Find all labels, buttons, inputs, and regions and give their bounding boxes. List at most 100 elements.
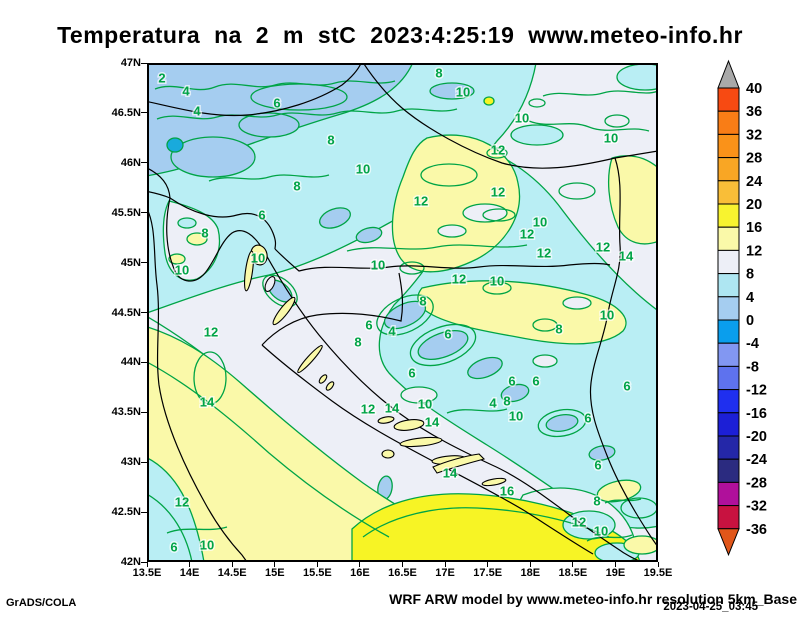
- contour-value-label: 10: [356, 162, 370, 177]
- y-tick: [141, 461, 147, 463]
- run-timestamp: 2023-04-25_03:45: [663, 601, 758, 613]
- contour-value-label: 6: [623, 379, 630, 394]
- y-tick: [141, 212, 147, 214]
- x-tick-label: 15.5E: [302, 567, 332, 579]
- y-tick-label: 45.5N: [111, 206, 141, 219]
- contour-value-label: 8: [555, 322, 562, 337]
- contour-value-label: 8: [327, 133, 334, 148]
- colorbar-cell: [717, 180, 740, 205]
- y-tick: [141, 162, 147, 164]
- colorbar-cell: [717, 481, 740, 507]
- colorbar-cell: [717, 505, 740, 530]
- contour-value-label: 4: [182, 84, 190, 99]
- contour-value-label: 8: [419, 294, 426, 309]
- x-tick: [274, 562, 276, 567]
- page-title: Temperatura na 2 m stC 2023:4:25:19 www.…: [57, 22, 743, 48]
- x-tick: [529, 562, 531, 567]
- contour-value-label: 10: [509, 409, 523, 424]
- adriatic-islands: [244, 244, 507, 487]
- colorbar-tick-label: 8: [746, 267, 754, 283]
- contour-value-label: 14: [385, 401, 400, 416]
- contour-value-label: 6: [258, 208, 265, 223]
- colorbar-top-arrow: [717, 59, 740, 89]
- y-tick: [141, 411, 147, 413]
- model-info-text: WRF ARW model by www.meteo-info.hr resol…: [389, 591, 797, 607]
- colorbar-cell: [717, 203, 740, 228]
- colorbar-tick-label: -12: [746, 383, 767, 399]
- x-tick: [487, 562, 489, 567]
- x-tick-label: 17.5E: [473, 567, 503, 579]
- y-tick: [141, 312, 147, 313]
- x-tick: [189, 562, 191, 567]
- contour-value-label: 12: [596, 240, 610, 255]
- colorbar-tick-label: 24: [746, 174, 762, 190]
- temperature-colorbar: 4036322824201612840-4-8-12-16-20-24-28-3…: [717, 59, 767, 557]
- colorbar-tick-label: 16: [746, 220, 762, 236]
- contour-value-label: 8: [293, 179, 300, 194]
- contour-value-label: 10: [175, 263, 189, 278]
- colorbar-tick-label: -4: [746, 336, 759, 352]
- x-tick: [444, 562, 446, 567]
- colorbar-tick-label: -32: [746, 499, 767, 515]
- map-frame: [147, 63, 658, 562]
- y-tick-label: 44.5N: [111, 306, 141, 319]
- colorbar-tick-label: -8: [746, 359, 759, 375]
- colorbar-tick-label: 12: [746, 243, 762, 259]
- contour-value-label: 12: [520, 227, 534, 242]
- y-tick-label: 43.5N: [111, 406, 141, 419]
- x-tick-label: 17E: [435, 567, 455, 579]
- colorbar-tick-label: 20: [746, 197, 762, 213]
- colorbar-tick-label: 32: [746, 127, 762, 143]
- y-tick-label: 42N: [120, 556, 141, 568]
- contour-value-label: 10: [456, 85, 470, 100]
- colorbar-cell: [717, 157, 740, 182]
- colorbar-cell: [717, 319, 740, 344]
- contour-value-label: 6: [444, 327, 451, 342]
- contour-value-label: 6: [170, 540, 177, 555]
- x-tick-label: 19E: [605, 567, 626, 579]
- colorbar-cell: [717, 435, 740, 460]
- y-tick-label: 46.5N: [111, 106, 141, 119]
- colorbar-cell: [717, 412, 740, 437]
- contour-value-label: 6: [408, 366, 415, 381]
- temperature-shading: [147, 63, 658, 562]
- contour-value-label: 12: [175, 495, 189, 510]
- colorbar-tick-label: -36: [746, 522, 767, 538]
- colorbar-cell: [717, 389, 740, 414]
- contour-value-label: 12: [361, 402, 375, 417]
- contour-value-label: 6: [594, 458, 601, 473]
- y-tick: [141, 112, 147, 114]
- contour-value-label: 14: [425, 415, 440, 430]
- contour-value-label: 12: [572, 515, 586, 530]
- colorbar-tick-label: 40: [746, 81, 762, 97]
- colorbar-tick-label: -24: [746, 452, 767, 468]
- contour-value-label: 12: [491, 185, 505, 200]
- grads-credit: GrADS/COLA: [6, 597, 77, 609]
- contour-value-label: 14: [200, 395, 215, 410]
- contour-value-label: 4: [489, 396, 497, 411]
- y-tick-label: 47N: [120, 57, 141, 69]
- contour-value-label: 6: [508, 374, 515, 389]
- contour-value-label: 12: [537, 246, 551, 261]
- contour-lines: [147, 80, 658, 562]
- colorbar-cell: [717, 458, 740, 483]
- colorbar-tick-label: 28: [746, 151, 762, 167]
- x-tick-label: 14.5E: [217, 567, 247, 579]
- contour-value-label: 10: [418, 397, 432, 412]
- contour-value-label: 2: [158, 71, 165, 86]
- borders-coastlines: [147, 63, 658, 562]
- x-tick: [359, 562, 361, 567]
- contour-value-label: 4: [193, 104, 201, 119]
- y-tick-label: 42.5N: [111, 506, 141, 519]
- contour-value-label: 10: [594, 524, 608, 539]
- colorbar-cell: [717, 296, 740, 321]
- x-tick-label: 13.5E: [132, 567, 162, 579]
- x-tick-label: 18.5E: [558, 567, 588, 579]
- contour-value-label: 12: [414, 194, 428, 209]
- y-tick: [141, 511, 147, 513]
- x-tick-label: 15E: [264, 567, 285, 579]
- colorbar-cell: [717, 342, 740, 367]
